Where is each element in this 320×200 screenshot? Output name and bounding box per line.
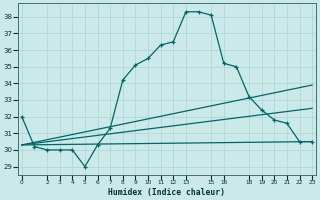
X-axis label: Humidex (Indice chaleur): Humidex (Indice chaleur) (108, 188, 226, 197)
